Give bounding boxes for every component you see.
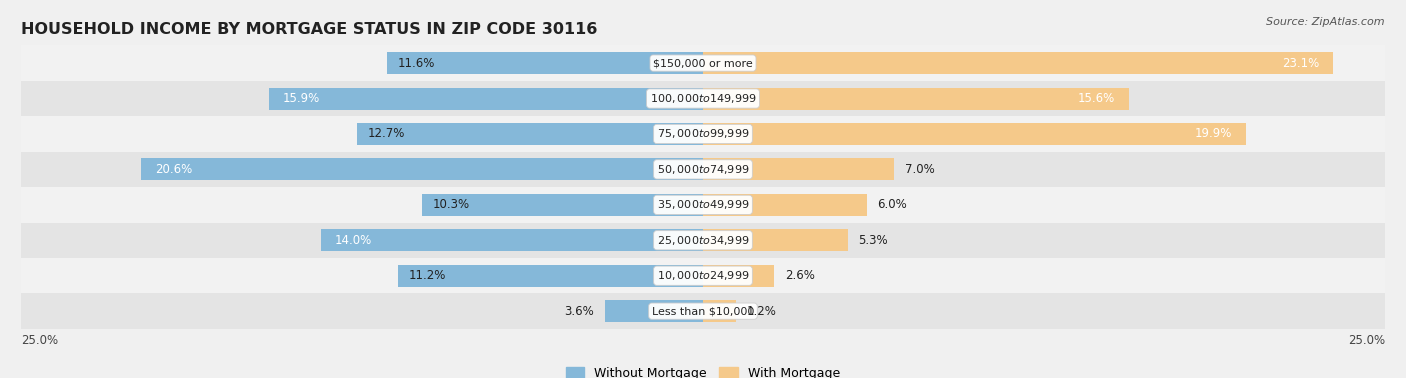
- Bar: [703, 52, 1333, 74]
- Text: 14.0%: 14.0%: [335, 234, 373, 247]
- Bar: [21, 152, 1385, 187]
- Bar: [703, 300, 735, 322]
- Text: 12.7%: 12.7%: [367, 127, 405, 141]
- Text: Source: ZipAtlas.com: Source: ZipAtlas.com: [1267, 17, 1385, 27]
- Text: $50,000 to $74,999: $50,000 to $74,999: [657, 163, 749, 176]
- Text: 5.3%: 5.3%: [859, 234, 889, 247]
- Text: 11.2%: 11.2%: [408, 269, 446, 282]
- Text: 25.0%: 25.0%: [1348, 334, 1385, 347]
- Text: $35,000 to $49,999: $35,000 to $49,999: [657, 198, 749, 211]
- Text: $10,000 to $24,999: $10,000 to $24,999: [657, 269, 749, 282]
- Bar: [21, 223, 1385, 258]
- Bar: [21, 293, 1385, 329]
- Bar: [21, 258, 1385, 293]
- Bar: [703, 229, 848, 251]
- Bar: [703, 88, 1129, 110]
- Text: 23.1%: 23.1%: [1282, 57, 1319, 70]
- Bar: [703, 158, 894, 180]
- Bar: [605, 300, 703, 322]
- Bar: [357, 123, 703, 145]
- Bar: [21, 45, 1385, 81]
- Text: 20.6%: 20.6%: [155, 163, 193, 176]
- Text: 1.2%: 1.2%: [747, 305, 776, 318]
- Text: 7.0%: 7.0%: [905, 163, 935, 176]
- Bar: [398, 265, 703, 287]
- Text: HOUSEHOLD INCOME BY MORTGAGE STATUS IN ZIP CODE 30116: HOUSEHOLD INCOME BY MORTGAGE STATUS IN Z…: [21, 22, 598, 37]
- Legend: Without Mortgage, With Mortgage: Without Mortgage, With Mortgage: [561, 362, 845, 378]
- Text: 10.3%: 10.3%: [433, 198, 470, 211]
- Bar: [422, 194, 703, 216]
- Text: 3.6%: 3.6%: [564, 305, 593, 318]
- Bar: [21, 81, 1385, 116]
- Bar: [703, 265, 773, 287]
- Bar: [703, 194, 866, 216]
- Bar: [321, 229, 703, 251]
- Bar: [270, 88, 703, 110]
- Text: $75,000 to $99,999: $75,000 to $99,999: [657, 127, 749, 141]
- Bar: [21, 116, 1385, 152]
- Text: Less than $10,000: Less than $10,000: [652, 306, 754, 316]
- Bar: [387, 52, 703, 74]
- Text: 15.6%: 15.6%: [1077, 92, 1115, 105]
- Text: 15.9%: 15.9%: [283, 92, 321, 105]
- Text: 11.6%: 11.6%: [398, 57, 434, 70]
- Bar: [141, 158, 703, 180]
- Text: 19.9%: 19.9%: [1195, 127, 1232, 141]
- Text: 6.0%: 6.0%: [877, 198, 907, 211]
- Bar: [21, 187, 1385, 223]
- Text: $150,000 or more: $150,000 or more: [654, 58, 752, 68]
- Text: $25,000 to $34,999: $25,000 to $34,999: [657, 234, 749, 247]
- Text: $100,000 to $149,999: $100,000 to $149,999: [650, 92, 756, 105]
- Text: 25.0%: 25.0%: [21, 334, 58, 347]
- Bar: [703, 123, 1246, 145]
- Text: 2.6%: 2.6%: [785, 269, 814, 282]
